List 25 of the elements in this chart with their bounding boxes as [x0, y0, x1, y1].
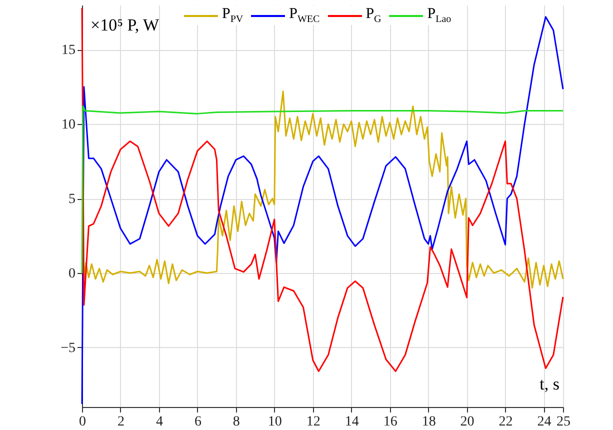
legend-label: P$_{PV}$: [222, 6, 244, 25]
y-tick-label: 15: [62, 43, 76, 58]
legend-label: P$_{Lao}$: [427, 6, 452, 25]
x-tick-label: 0: [79, 414, 86, 430]
x-tick-label: 8: [232, 414, 240, 430]
y-tick-label: 5: [68, 192, 76, 208]
x-tick-label: 24: [537, 414, 552, 430]
x-tick-label: 2: [117, 414, 124, 430]
x-tick-label: 12: [306, 414, 320, 430]
x-tick-label: 6: [194, 414, 202, 430]
y-tick-label: 0: [68, 266, 76, 282]
y-axis-title: ×10⁵ P, W: [90, 16, 160, 34]
x-axis-title: t, s: [540, 374, 560, 394]
x-tick-label: 25: [556, 414, 570, 430]
x-tick-label: 22: [498, 414, 513, 430]
legend-label: P$_{WEC}$: [289, 6, 320, 25]
x-tick-label: 4: [156, 414, 163, 430]
x-tick-label: 14: [344, 414, 359, 430]
y-tick-label: −5: [60, 340, 76, 356]
y-tick-label: 10: [62, 118, 76, 133]
x-tick-label: 20: [460, 414, 474, 430]
x-tick-label: 18: [422, 414, 436, 430]
x-tick-label: 10: [268, 414, 282, 430]
legend-label: P$_{G}$: [366, 6, 382, 25]
x-tick-label: 16: [383, 414, 398, 430]
